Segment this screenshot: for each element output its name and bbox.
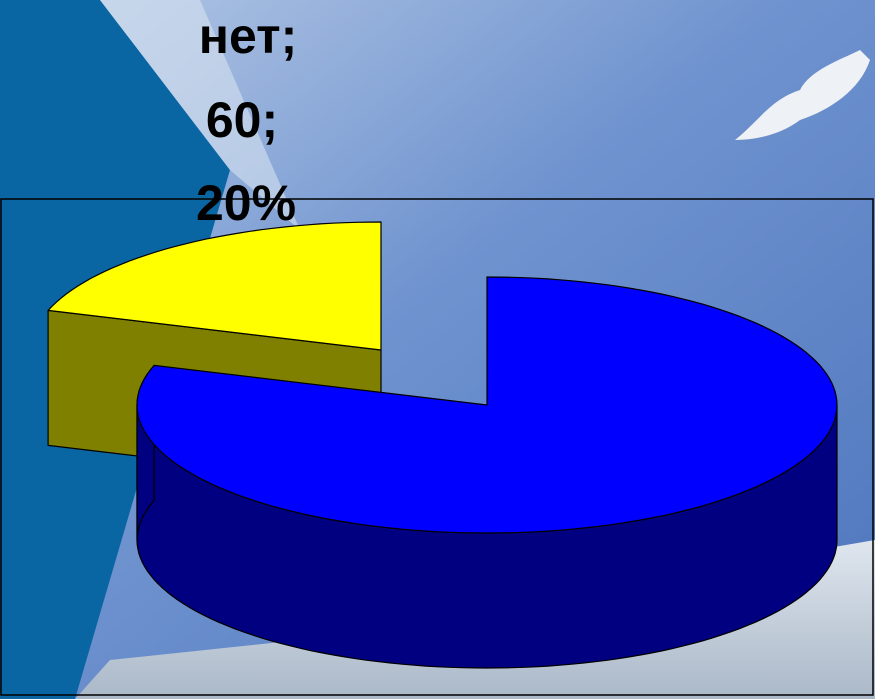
slice [136,276,838,534]
slice [47,221,382,351]
data-label-value: 60; [206,92,278,148]
pie [47,221,838,669]
cloud [735,50,870,140]
plot-area [0,198,874,696]
light-ray [100,0,300,230]
data-label-percent: 20% [196,175,296,231]
data-label-category: нет; [199,8,298,64]
